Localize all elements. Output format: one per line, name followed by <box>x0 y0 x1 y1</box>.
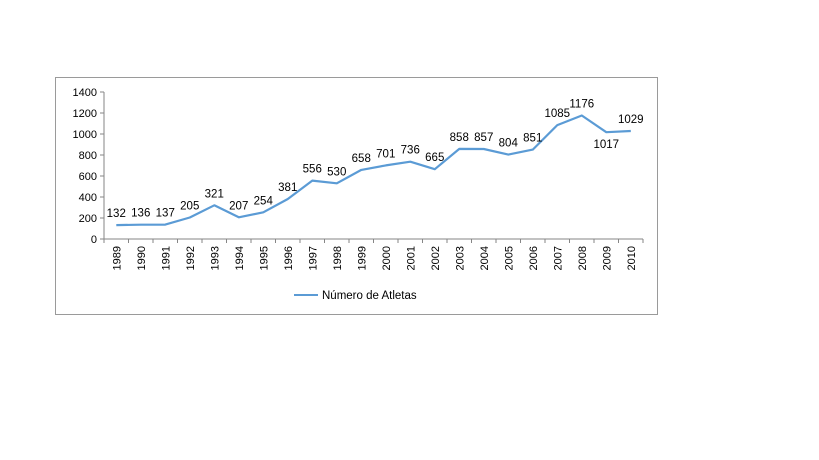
data-label: 1176 <box>569 99 594 111</box>
legend: Número de Atletas <box>294 290 417 302</box>
x-tick-label: 2007 <box>552 246 564 270</box>
x-tick-label: 2009 <box>601 246 613 270</box>
data-label: 857 <box>474 132 493 144</box>
chart-frame <box>55 77 658 315</box>
x-tick-label: 2008 <box>577 246 589 270</box>
x-tick-label: 2004 <box>479 246 491 270</box>
x-tick-label: 2003 <box>454 246 466 270</box>
data-label: 665 <box>425 152 444 164</box>
data-label: 1029 <box>618 114 644 126</box>
y-tick-label: 0 <box>91 234 97 246</box>
y-tick-label: 200 <box>79 213 97 225</box>
data-label: 1085 <box>544 108 570 120</box>
y-tick-label: 1200 <box>73 108 97 120</box>
x-tick-label: 2010 <box>626 246 638 270</box>
x-tick-label: 1998 <box>332 246 344 270</box>
data-label: 381 <box>278 182 297 194</box>
data-label: 132 <box>107 208 126 220</box>
data-label: 851 <box>523 133 542 145</box>
x-tick-label: 1989 <box>111 246 123 270</box>
x-tick-label: 1995 <box>258 246 270 270</box>
data-label: 858 <box>450 132 469 144</box>
data-label: 701 <box>376 148 395 160</box>
data-label: 530 <box>327 166 346 178</box>
x-tick-label: 1993 <box>209 246 221 270</box>
series-group <box>116 114 631 227</box>
data-label: 736 <box>401 145 420 157</box>
y-tick-label: 800 <box>79 150 97 162</box>
x-axis-ticks: 1989 1990 1991 1992 1993 1994 1995 1996 1997 1998… <box>103 239 644 270</box>
x-tick-label: 1997 <box>307 246 319 270</box>
data-label: 1017 <box>593 139 619 151</box>
x-tick-label: 2001 <box>405 246 417 270</box>
y-tick-label: 1400 <box>73 87 97 99</box>
x-tick-label: 1990 <box>136 246 148 270</box>
y-tick-label: 600 <box>79 171 97 183</box>
x-tick-label: 2005 <box>503 246 515 270</box>
data-label: 556 <box>303 164 322 176</box>
x-tick-label: 1999 <box>356 246 368 270</box>
data-label: 205 <box>180 200 199 212</box>
x-tick-label: 1996 <box>283 246 295 270</box>
x-tick-label: 1994 <box>234 246 246 270</box>
data-labels: 132 136 137 205 321 207 254 381 556 530 658 701 736 6… <box>107 99 644 221</box>
x-tick-label: 1991 <box>160 246 172 270</box>
y-tick-label: 1000 <box>73 129 97 141</box>
x-tick-label: 2000 <box>381 246 393 270</box>
x-tick-label: 2006 <box>528 246 540 270</box>
data-label: 207 <box>229 200 248 212</box>
data-label: 136 <box>131 208 150 220</box>
data-label: 321 <box>205 188 224 200</box>
series-line <box>116 114 631 227</box>
x-tick-label: 2002 <box>430 246 442 270</box>
data-label: 137 <box>156 208 175 220</box>
data-label: 254 <box>254 195 274 207</box>
legend-label: Número de Atletas <box>322 290 417 302</box>
y-tick-label: 400 <box>79 192 97 204</box>
y-axis-ticks: 0 200 400 600 800 1000 1200 1400 <box>73 87 104 246</box>
data-label: 804 <box>499 138 519 150</box>
data-label: 658 <box>352 153 371 165</box>
x-tick-label: 1992 <box>185 246 197 270</box>
